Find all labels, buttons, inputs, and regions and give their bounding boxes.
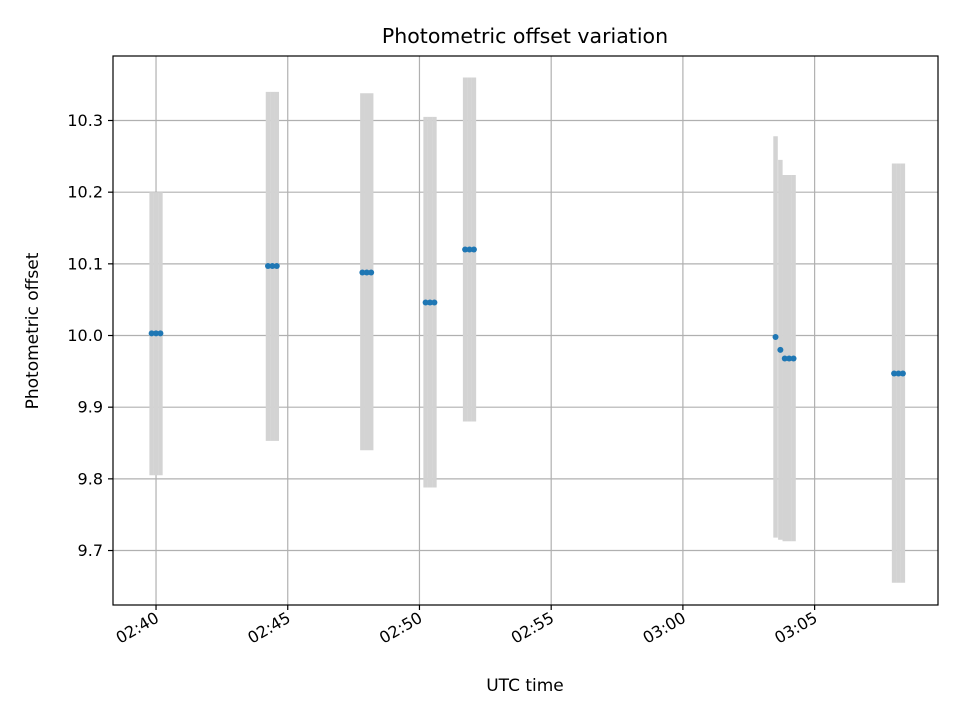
y-tick-label: 9.9 [78,398,103,417]
y-tick-label: 10.1 [67,254,103,273]
data-point [264,262,271,269]
data-point [466,246,473,253]
data-points [148,246,906,377]
data-point [273,262,280,269]
data-point [153,330,160,337]
data-point [899,370,906,377]
data-point [772,333,779,340]
data-point [431,299,438,306]
data-point [895,370,902,377]
data-point [781,355,788,362]
grid [113,56,938,605]
y-axis-ticks: 9.7 9.8 9.9 10.0 10.1 10.2 10.3 [67,111,113,560]
data-point [148,330,155,337]
x-axis-label: UTC time [486,676,564,696]
y-tick-label: 9.7 [78,541,103,560]
data-point [427,299,434,306]
data-point [790,355,797,362]
data-point [157,330,164,337]
data-point [891,370,898,377]
data-point [777,346,784,353]
data-point [368,269,375,276]
chart-title: Photometric offset variation [382,24,668,48]
y-tick-label: 9.8 [78,469,103,488]
y-tick-label: 10.3 [67,111,103,130]
data-point [462,246,469,253]
y-tick-label: 10.0 [67,326,103,345]
plot-frame [112,55,939,606]
data-point [363,269,370,276]
data-point [269,262,276,269]
y-axis-label: Photometric offset [23,252,43,409]
data-point [359,269,366,276]
data-point [786,355,793,362]
data-point [470,246,477,253]
y-tick-label: 10.2 [67,183,103,202]
data-point [422,299,429,306]
